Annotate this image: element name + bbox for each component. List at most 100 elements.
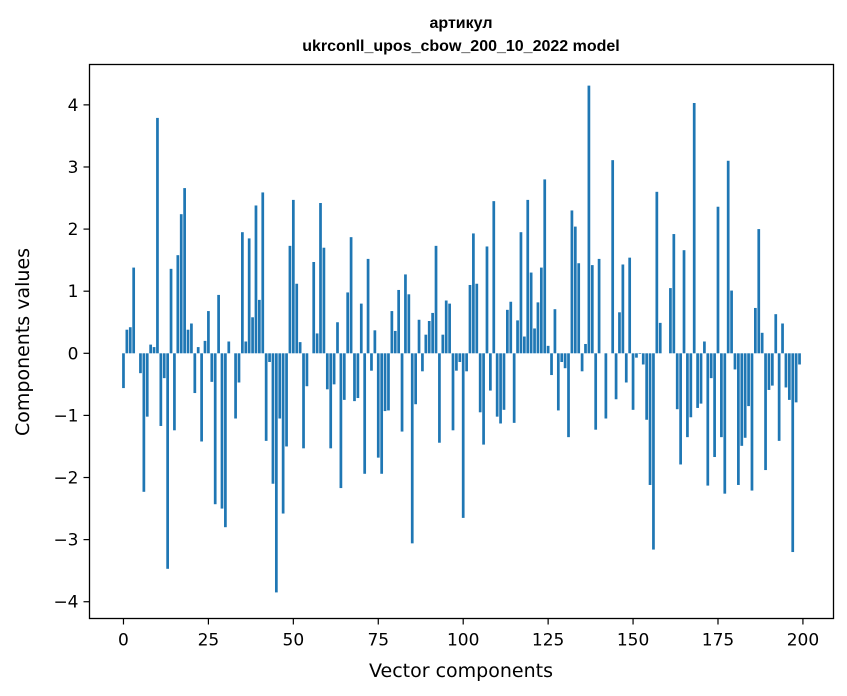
- bar: [451, 353, 455, 431]
- bar: [689, 353, 693, 418]
- bar: [468, 284, 472, 354]
- bar: [298, 342, 302, 354]
- bar: [325, 353, 329, 390]
- bar: [696, 353, 699, 408]
- bar: [516, 320, 519, 354]
- bar: [645, 353, 649, 420]
- bar: [614, 353, 618, 400]
- bar: [798, 353, 801, 365]
- bar: [760, 332, 764, 354]
- bar: [720, 353, 723, 438]
- bar: [672, 234, 676, 354]
- bar: [380, 353, 384, 474]
- bar: [407, 294, 411, 354]
- bar: [434, 245, 438, 354]
- bar: [546, 345, 550, 354]
- y-tick-label: −2: [53, 469, 78, 489]
- bar: [254, 205, 258, 354]
- bar: [190, 323, 193, 354]
- bar: [611, 160, 615, 354]
- bar: [169, 268, 173, 354]
- bar: [706, 353, 710, 486]
- bar: [315, 333, 319, 354]
- bar: [349, 237, 353, 354]
- bar: [288, 245, 292, 354]
- bar: [128, 327, 132, 354]
- bar: [448, 303, 451, 354]
- bar: [509, 301, 513, 354]
- y-tick-label: 0: [68, 344, 79, 364]
- bar: [774, 314, 778, 354]
- bar: [713, 353, 716, 458]
- bar: [621, 264, 625, 354]
- bar: [173, 353, 176, 431]
- bar: [139, 353, 142, 374]
- bar: [567, 353, 570, 438]
- bar: [533, 328, 536, 354]
- bar: [227, 341, 231, 354]
- bar: [573, 226, 577, 354]
- bar: [652, 353, 655, 550]
- bar: [472, 233, 475, 354]
- bar: [784, 353, 788, 388]
- bar: [427, 321, 431, 354]
- bar: [475, 283, 479, 354]
- bar: [703, 341, 706, 354]
- x-axis-label: Vector components: [369, 660, 553, 682]
- bar: [305, 353, 309, 387]
- bar: [455, 353, 458, 371]
- bar: [512, 353, 516, 423]
- bar: [519, 232, 523, 354]
- x-tick-label: 175: [702, 631, 734, 651]
- bar: [536, 302, 540, 354]
- bar: [641, 353, 645, 365]
- bar: [220, 353, 224, 509]
- bar: [563, 353, 567, 369]
- bar: [444, 300, 448, 354]
- bar: [658, 322, 662, 354]
- y-tick-label: −4: [53, 593, 78, 613]
- bar: [224, 353, 227, 528]
- bar: [631, 353, 635, 410]
- bar: [410, 353, 414, 544]
- bar: [495, 353, 499, 417]
- bar: [193, 353, 197, 394]
- bar: [271, 353, 275, 484]
- bar: [217, 294, 220, 354]
- bar: [186, 329, 190, 354]
- bar: [152, 347, 156, 354]
- bar: [754, 307, 757, 354]
- bar: [726, 160, 730, 354]
- bar: [421, 353, 424, 372]
- bar: [441, 334, 445, 354]
- bar: [132, 267, 136, 354]
- bar: [794, 353, 798, 403]
- bar: [237, 353, 241, 383]
- bars-group: [122, 85, 805, 593]
- bar: [570, 210, 574, 354]
- bar: [781, 323, 784, 354]
- bar: [543, 179, 547, 354]
- bar: [145, 353, 149, 417]
- bar: [336, 322, 339, 354]
- bar: [390, 311, 394, 354]
- bar: [431, 312, 434, 354]
- bar: [499, 353, 502, 424]
- bar: [159, 353, 163, 426]
- bar: [692, 103, 696, 354]
- bar: [489, 353, 492, 391]
- bar: [791, 353, 795, 553]
- bar: [393, 330, 397, 354]
- bar: [302, 353, 305, 449]
- bar: [743, 353, 747, 438]
- plot-frame: [88, 63, 835, 620]
- bar: [329, 353, 333, 449]
- bar: [716, 206, 720, 354]
- bar: [550, 353, 553, 376]
- bar: [166, 353, 169, 569]
- bar: [655, 191, 659, 354]
- bar: [628, 257, 632, 354]
- bar: [438, 353, 441, 443]
- x-axis-ticks: 0 25 50 75 100 125 150 175 200: [118, 618, 819, 651]
- bar: [740, 353, 744, 446]
